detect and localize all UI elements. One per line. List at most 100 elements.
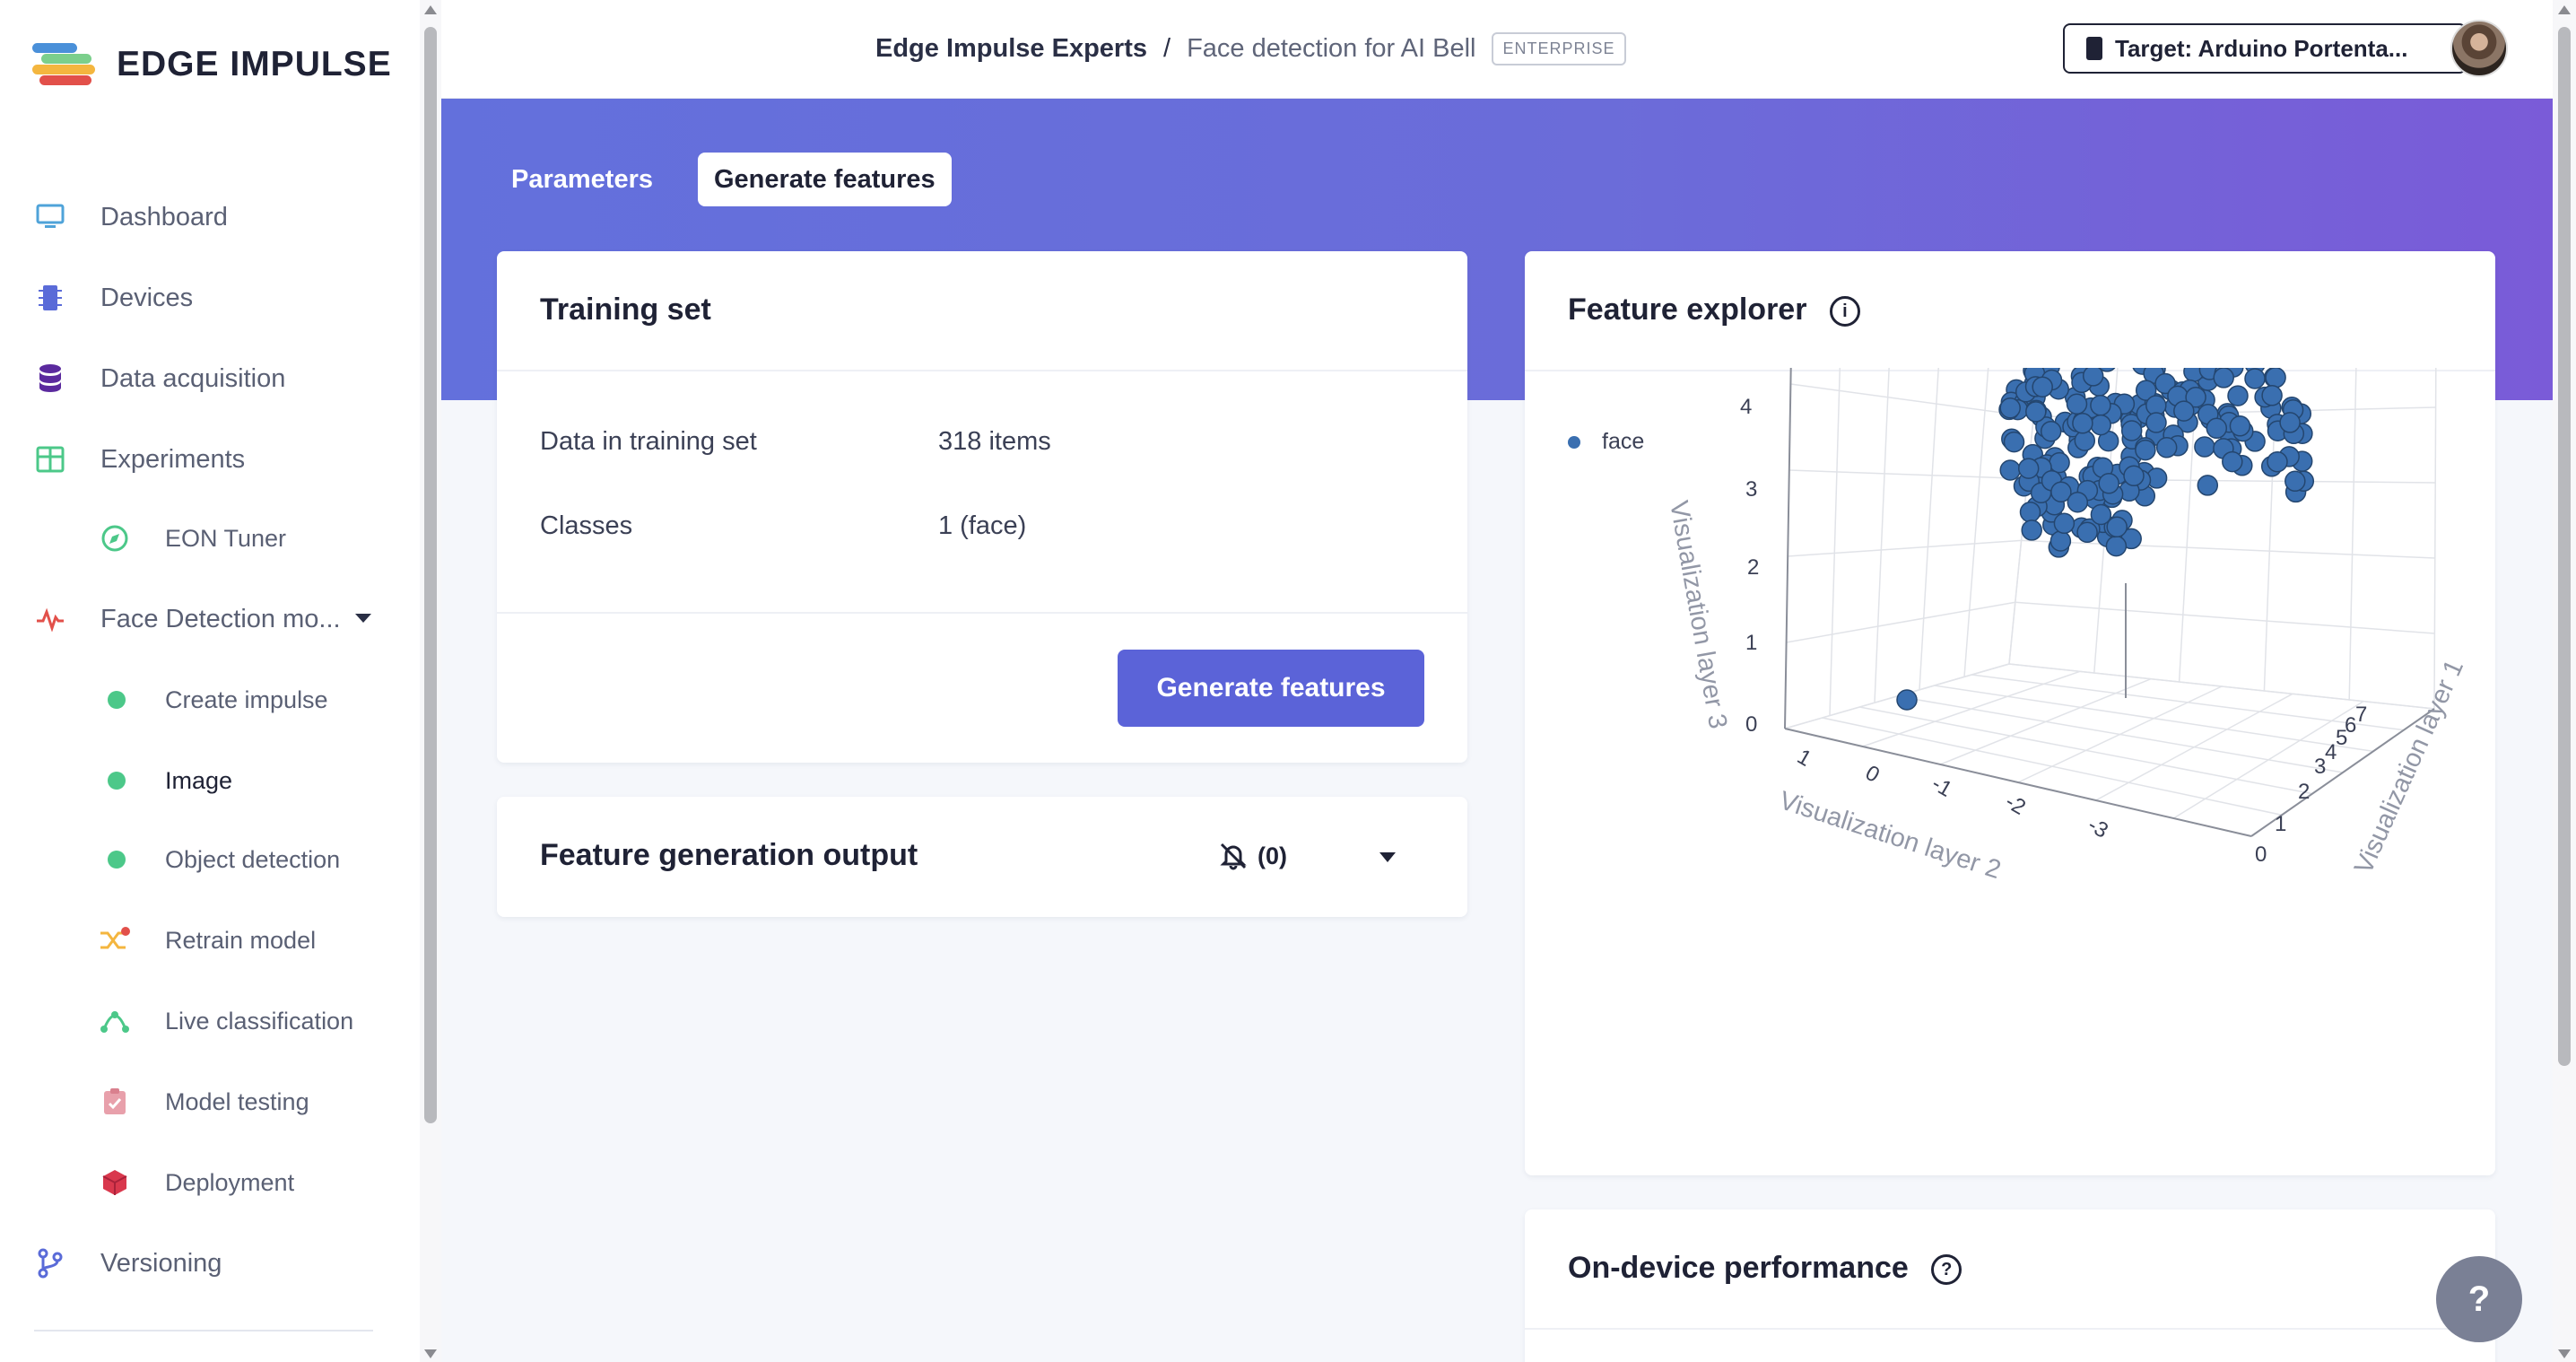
- z-axis-label: Visualization layer 3: [1664, 499, 1732, 731]
- classes-label: Classes: [540, 511, 633, 540]
- data-point: [2072, 413, 2093, 434]
- sidebar-item-retrain-model[interactable]: Retrain model: [0, 913, 395, 967]
- status-dot-icon: [100, 843, 133, 876]
- divider: [1525, 370, 2495, 371]
- sidebar-item-label: Dashboard: [100, 202, 228, 231]
- page-scrollbar-thumb[interactable]: [2558, 27, 2571, 1066]
- logo[interactable]: EDGE IMPULSE: [32, 39, 392, 90]
- y-tick: 3: [2314, 755, 2326, 779]
- compass-icon: [99, 522, 131, 554]
- sidebar-scrollbar[interactable]: [420, 0, 441, 1362]
- breadcrumb-project[interactable]: Face detection for AI Bell: [1187, 34, 1476, 63]
- scroll-down-arrow-icon[interactable]: [2558, 1349, 2571, 1358]
- data-point: [1896, 689, 1918, 711]
- sidebar-item-deployment[interactable]: Deployment: [0, 1156, 395, 1209]
- sidebar-item-label: Object detection: [165, 845, 341, 873]
- database-icon: [34, 362, 66, 395]
- sidebar-item-object-detection[interactable]: Object detection: [0, 833, 395, 886]
- legend-label: face: [1602, 429, 1645, 454]
- data-point: [2155, 437, 2178, 458]
- breadcrumb-org[interactable]: Edge Impulse Experts: [875, 34, 1147, 63]
- training-set-card: Training set Data in training set 318 it…: [497, 251, 1467, 763]
- scroll-up-arrow-icon[interactable]: [2558, 5, 2571, 14]
- sidebar-item-label: Data acquisition: [100, 363, 286, 393]
- target-device-button[interactable]: Target: Arduino Portenta...: [2063, 23, 2467, 74]
- on-device-performance-title: On-device performance ?: [1568, 1251, 1962, 1286]
- data-point: [2284, 470, 2306, 493]
- scroll-down-arrow-icon[interactable]: [424, 1349, 437, 1358]
- data-point: [2279, 412, 2301, 433]
- enterprise-badge: ENTERPRISE: [1492, 32, 1626, 65]
- data-point: [2090, 395, 2111, 416]
- edge-impulse-logo-icon: [32, 39, 100, 90]
- data-point: [2098, 473, 2119, 494]
- y-tick: 7: [2355, 703, 2367, 727]
- status-dot-icon: [100, 684, 133, 716]
- sidebar-item-label: EON Tuner: [165, 524, 287, 552]
- top-bar: Edge Impulse Experts / Face detection fo…: [441, 0, 2553, 99]
- data-point: [2040, 420, 2062, 442]
- table-icon: [34, 443, 66, 476]
- scroll-up-arrow-icon[interactable]: [424, 5, 437, 14]
- help-button[interactable]: ?: [2436, 1256, 2522, 1342]
- tab-generate-features[interactable]: Generate features: [698, 153, 952, 206]
- help-icon[interactable]: ?: [1931, 1254, 1962, 1286]
- data-point: [2135, 380, 2157, 401]
- sidebar-item-dashboard[interactable]: Dashboard: [0, 190, 395, 244]
- chart-legend[interactable]: face: [1568, 429, 1644, 455]
- data-point: [2098, 368, 2116, 372]
- sidebar-divider: [34, 1330, 373, 1331]
- chevron-down-icon[interactable]: [355, 614, 371, 623]
- sidebar-item-label: Image: [165, 766, 233, 794]
- data-point: [1999, 459, 2021, 481]
- data-point: [2050, 481, 2072, 503]
- sidebar-item-data-acquisition[interactable]: Data acquisition: [0, 352, 395, 406]
- sidebar-item-impulse[interactable]: Face Detection mo...: [0, 592, 395, 646]
- chevron-down-icon[interactable]: [1379, 852, 1396, 862]
- divider: [497, 612, 1467, 614]
- z-tick: 3: [1745, 477, 1757, 502]
- feature-scatter-plot[interactable]: 0 1 2 3 4 5 1 0 -1 -2 -3 0 1 2 3 4 5 6 7…: [1525, 368, 2495, 1175]
- data-point: [2003, 431, 2025, 453]
- sidebar-item-devices[interactable]: Devices: [0, 271, 395, 325]
- sidebar-item-create-impulse[interactable]: Create impulse: [0, 673, 395, 727]
- data-point: [2032, 376, 2053, 397]
- monitor-icon: [34, 201, 66, 233]
- y-tick: 5: [2336, 726, 2347, 750]
- feature-explorer-title: Feature explorer i: [1568, 292, 1860, 327]
- training-set-title: Training set: [540, 292, 711, 327]
- data-point: [2076, 521, 2098, 544]
- sidebar-item-experiments[interactable]: Experiments: [0, 432, 395, 486]
- data-count-label: Data in training set: [540, 427, 757, 456]
- x-tick: -1: [1928, 772, 1956, 802]
- y-tick: 4: [2325, 740, 2337, 764]
- legend-marker: [1568, 435, 1580, 449]
- x-axis-label: Visualization layer 2: [1776, 786, 2005, 885]
- sidebar-item-eon-tuner[interactable]: EON Tuner: [0, 511, 395, 565]
- feature-output-card: Feature generation output (0): [497, 797, 1467, 917]
- info-icon[interactable]: i: [1829, 296, 1860, 327]
- sidebar-scrollbar-thumb[interactable]: [424, 27, 437, 1123]
- bell-off-icon: [1218, 842, 1249, 870]
- sidebar-item-model-testing[interactable]: Model testing: [0, 1075, 395, 1129]
- avatar[interactable]: [2450, 20, 2508, 77]
- breadcrumb: Edge Impulse Experts / Face detection fo…: [875, 32, 1626, 65]
- data-point: [2135, 439, 2156, 461]
- tab-parameters[interactable]: Parameters: [511, 164, 653, 194]
- notifications-toggle[interactable]: (0): [1218, 842, 1287, 870]
- data-point: [2154, 372, 2176, 395]
- sidebar-item-versioning[interactable]: Versioning: [0, 1236, 395, 1290]
- sidebar-item-image[interactable]: Image: [0, 754, 395, 808]
- data-point: [2227, 385, 2249, 406]
- sidebar-item-live-classification[interactable]: Live classification: [0, 994, 395, 1048]
- data-points: [1896, 368, 2315, 711]
- data-point: [2025, 401, 2047, 423]
- data-count-value: 318 items: [938, 427, 1051, 456]
- data-point: [2120, 420, 2143, 441]
- data-point: [2222, 450, 2243, 473]
- y-tick: 6: [2345, 713, 2356, 738]
- page-scrollbar[interactable]: [2553, 0, 2576, 1362]
- data-point: [2173, 400, 2195, 422]
- generate-features-button[interactable]: Generate features: [1118, 650, 1424, 727]
- x-tick: 1: [1793, 745, 1815, 772]
